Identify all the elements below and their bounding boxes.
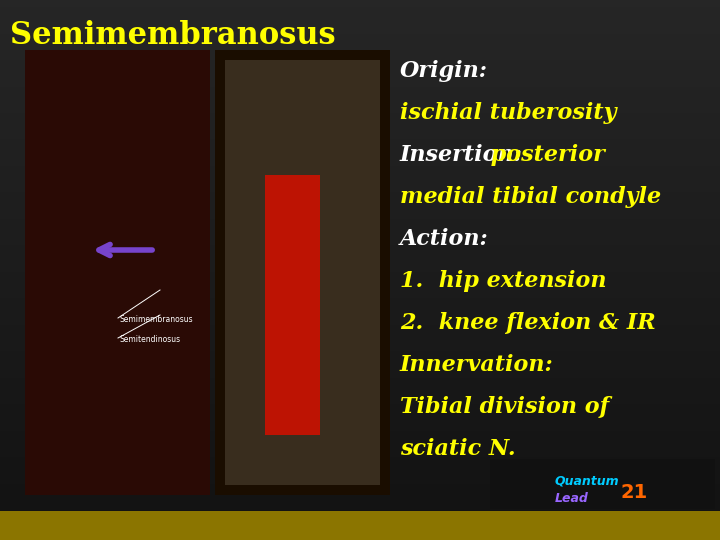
Text: sciatic N.: sciatic N.	[400, 438, 516, 460]
Text: Semimembranosus: Semimembranosus	[120, 315, 194, 325]
Text: 1.  hip extension: 1. hip extension	[400, 270, 606, 292]
Text: ischial tuberosity: ischial tuberosity	[400, 102, 616, 124]
Text: Insertion:: Insertion:	[400, 144, 523, 166]
Text: Innervation:: Innervation:	[400, 354, 554, 376]
Text: Lead: Lead	[555, 492, 589, 505]
Text: Action:: Action:	[400, 228, 489, 250]
Text: Semitendinosus: Semitendinosus	[120, 335, 181, 345]
Text: Quantum: Quantum	[555, 475, 620, 488]
FancyBboxPatch shape	[215, 50, 390, 495]
Text: 21: 21	[620, 483, 647, 503]
Text: Semimembranosus: Semimembranosus	[10, 20, 336, 51]
Text: Origin:: Origin:	[400, 60, 488, 82]
Text: Tibial division of: Tibial division of	[400, 396, 609, 418]
FancyBboxPatch shape	[265, 175, 320, 435]
FancyBboxPatch shape	[0, 511, 720, 540]
FancyBboxPatch shape	[225, 60, 380, 485]
FancyBboxPatch shape	[490, 459, 715, 509]
Text: posterior: posterior	[483, 144, 605, 166]
Text: medial tibial condyle: medial tibial condyle	[400, 186, 661, 208]
Text: 2.  knee flexion & IR: 2. knee flexion & IR	[400, 312, 656, 334]
FancyBboxPatch shape	[25, 50, 210, 495]
